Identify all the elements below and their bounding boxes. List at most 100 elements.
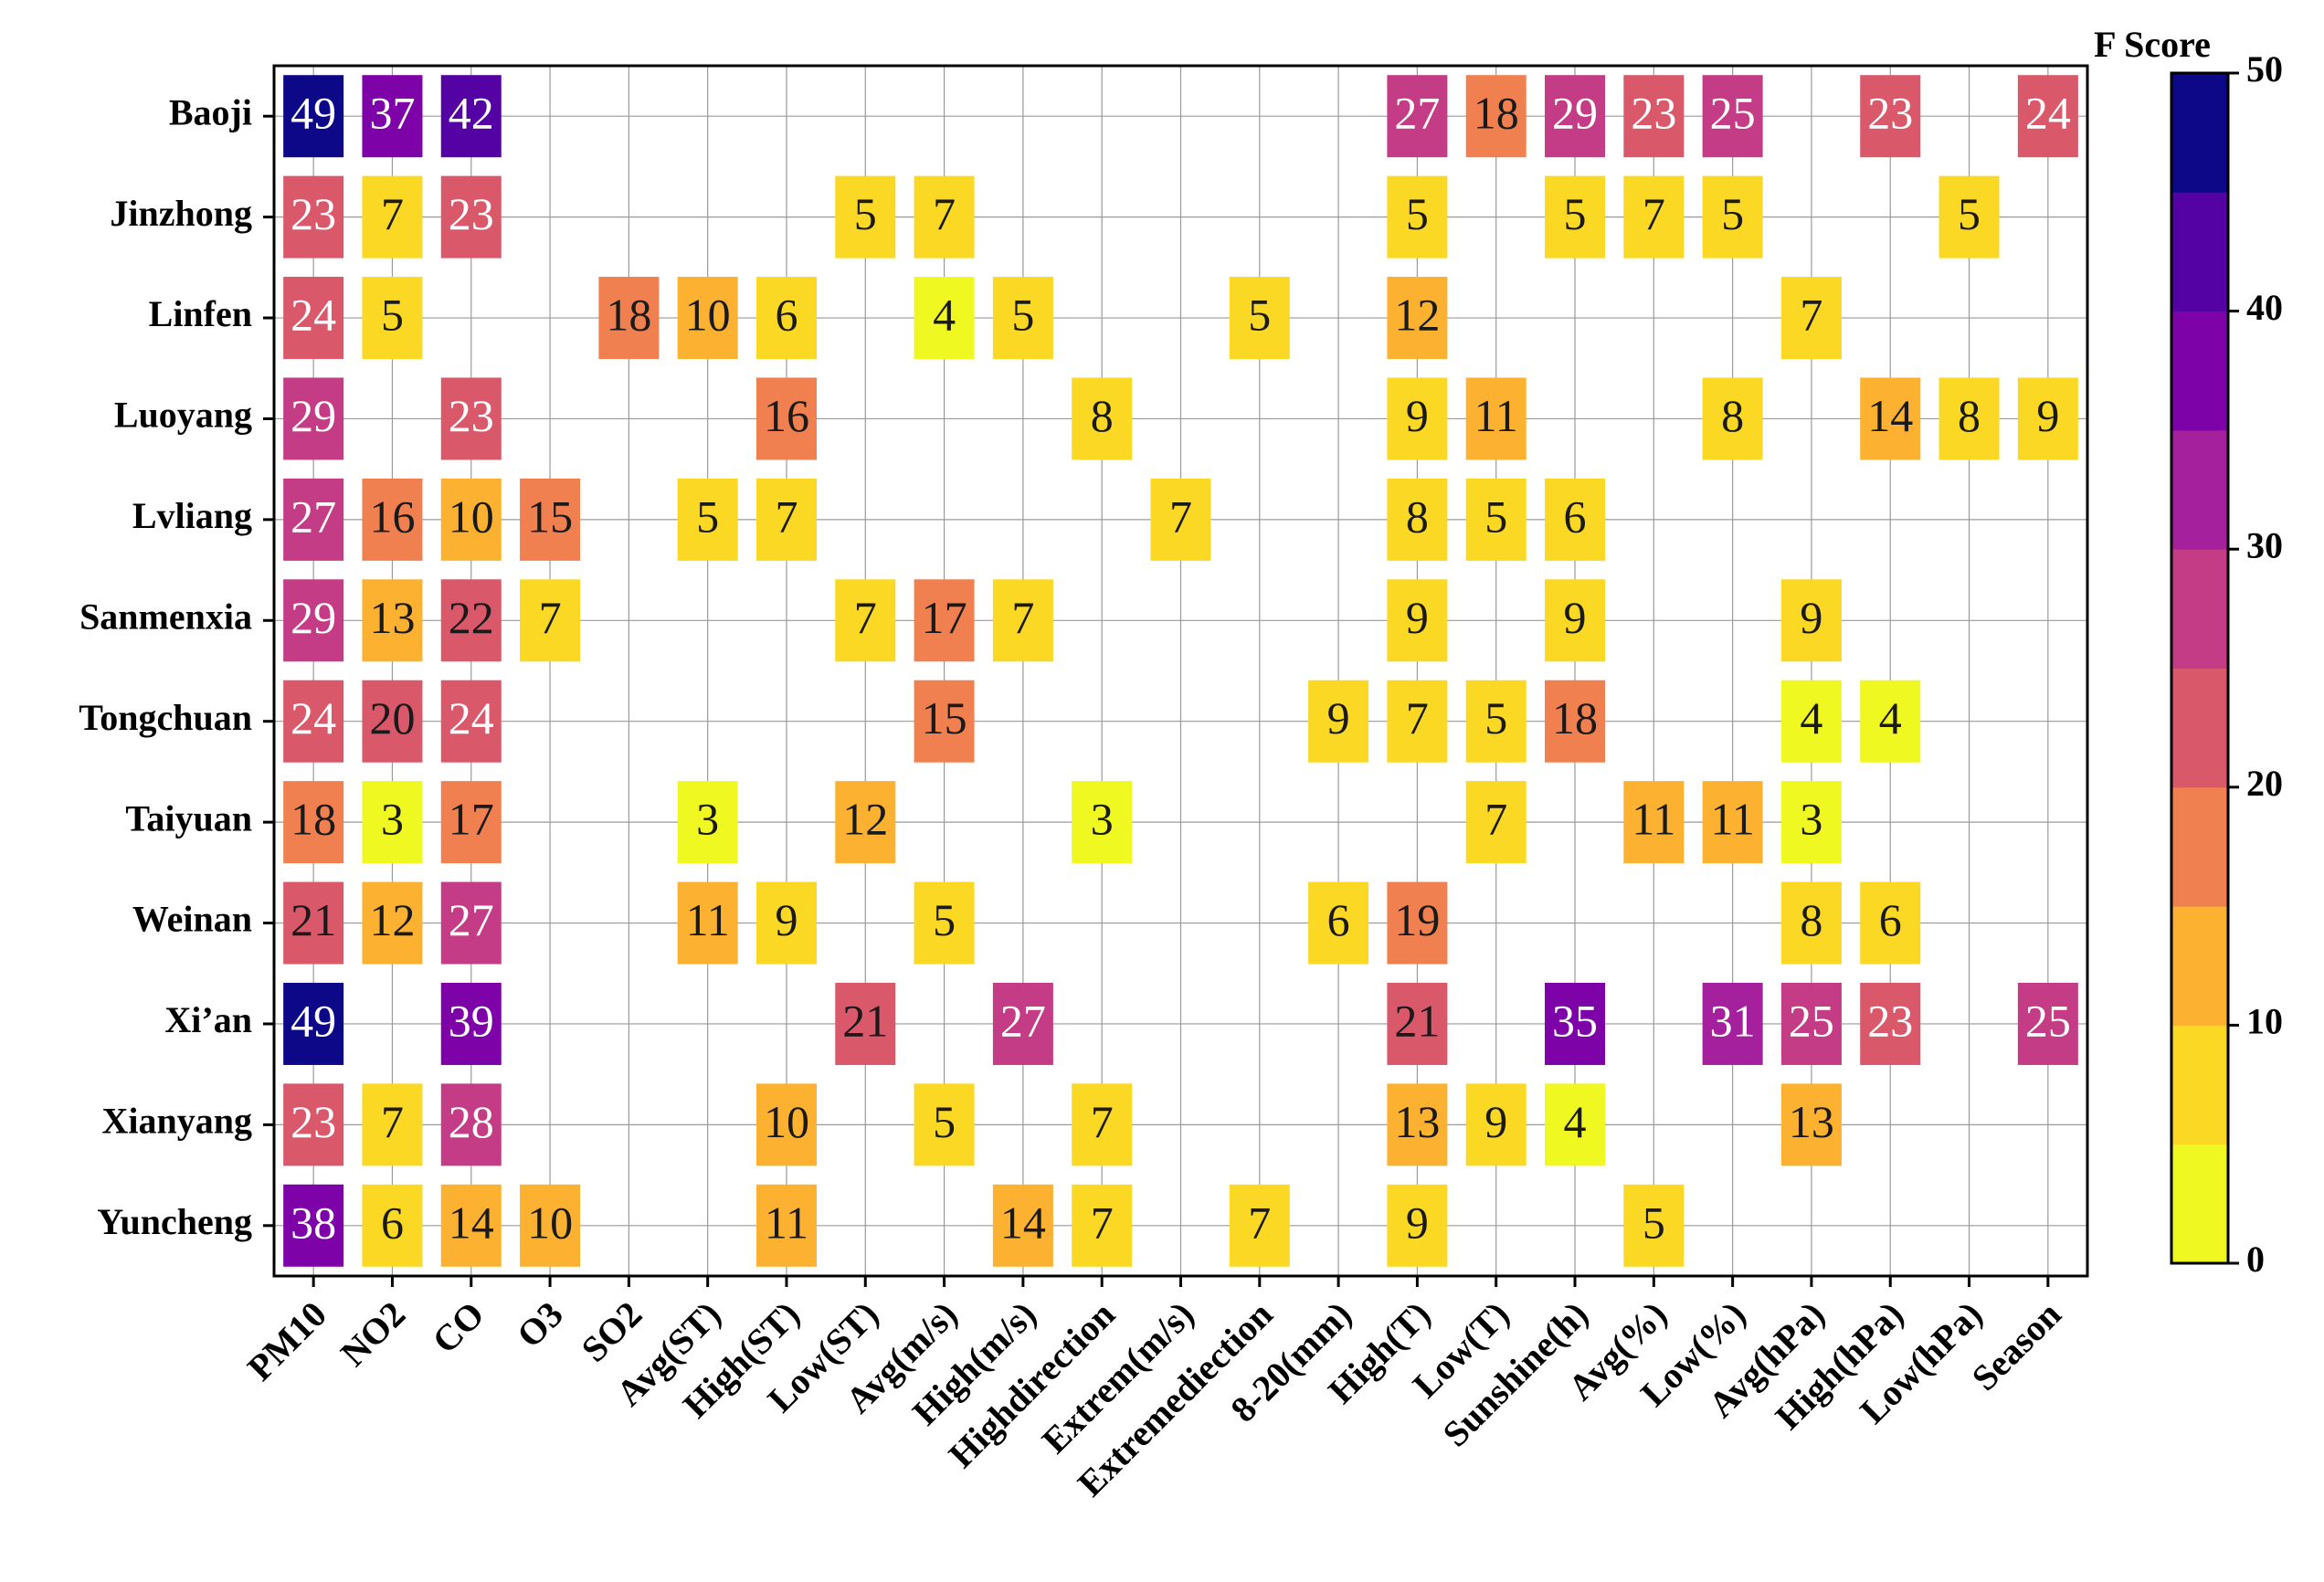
cell-rect <box>1387 1184 1448 1267</box>
cell-tongchuan-sunshine-h: 18 <box>1545 680 1606 763</box>
cell-xianyang-no2: 7 <box>362 1083 423 1166</box>
cell-rect <box>283 377 344 460</box>
cell-rect <box>362 1184 423 1267</box>
cell-rect <box>1545 175 1606 258</box>
cell-baoji-low-t: 18 <box>1465 75 1526 158</box>
cell-rect <box>1545 680 1606 763</box>
cell-value: 24 <box>290 290 336 341</box>
colorbar-bin <box>2171 786 2228 907</box>
colorbar-frame <box>2170 71 2230 1265</box>
row-label-xianyang: Xianyang <box>102 1101 253 1142</box>
cell-value: 17 <box>449 794 494 845</box>
cell-tongchuan-no2: 20 <box>362 680 423 763</box>
cell-yuncheng-extremediection: 7 <box>1229 1184 1290 1267</box>
cell-luoyang-low-t: 11 <box>1465 377 1526 460</box>
cell-rect <box>1072 1083 1133 1166</box>
cell-rect <box>362 1083 423 1166</box>
colorbar-tick-label: 30 <box>2246 524 2283 565</box>
cell-linfen-high-t: 12 <box>1387 277 1448 360</box>
cell-value: 3 <box>1800 794 1822 845</box>
cell-rect <box>1387 982 1448 1065</box>
cell-value: 6 <box>775 290 798 341</box>
cell-value: 5 <box>381 290 404 341</box>
cell-rect <box>1780 781 1842 864</box>
cell-value: 5 <box>1484 692 1507 744</box>
cell-value: 10 <box>685 290 731 341</box>
cell-yuncheng-high-st: 11 <box>755 1184 817 1267</box>
cell-value: 13 <box>1394 1096 1440 1147</box>
cell-rect <box>1702 75 1763 158</box>
cell-rect <box>1860 680 1921 763</box>
cell-value: 21 <box>290 894 336 945</box>
cell-yuncheng-no2: 6 <box>362 1184 423 1267</box>
cell-value: 7 <box>854 592 877 643</box>
cell-value: 4 <box>1564 1096 1587 1147</box>
cell-value: 15 <box>922 692 967 744</box>
cell-linfen-no2: 5 <box>362 277 423 360</box>
cell-xi-an-high-hpa: 23 <box>1860 982 1921 1065</box>
cell-rect <box>1860 881 1921 965</box>
cell-rect <box>440 478 502 561</box>
cell-value: 27 <box>290 490 336 542</box>
cell-xi-an-avg-hpa: 25 <box>1780 982 1842 1065</box>
colorbar-bin <box>2171 1025 2228 1145</box>
cell-sanmenxia-avg-m-s: 17 <box>914 579 975 662</box>
cell-rect <box>835 982 896 1065</box>
cell-value: 8 <box>1406 490 1429 542</box>
cell-value: 9 <box>1406 592 1429 643</box>
cell-value: 7 <box>1169 490 1192 542</box>
cell-value: 10 <box>764 1096 809 1147</box>
cell-jinzhong-low: 5 <box>1702 175 1763 258</box>
cell-baoji-no2: 37 <box>362 75 423 158</box>
cell-rect <box>835 781 896 864</box>
cell-lvliang-sunshine-h: 6 <box>1545 478 1606 561</box>
cell-value: 18 <box>1552 692 1598 744</box>
cell-value: 7 <box>933 188 956 239</box>
cell-rect <box>1702 781 1763 864</box>
cell-rect <box>1938 175 2000 258</box>
cell-value: 29 <box>290 592 336 643</box>
cell-baoji-low: 25 <box>1702 75 1763 158</box>
cell-weinan-high-st: 9 <box>755 881 817 965</box>
cell-value: 10 <box>527 1197 573 1248</box>
cell-value: 16 <box>369 490 415 542</box>
cell-weinan-avg-m-s: 5 <box>914 881 975 965</box>
cell-yuncheng-high-m-s: 14 <box>992 1184 1053 1267</box>
colorbar-tick-label: 40 <box>2246 287 2283 328</box>
cell-luoyang-co: 23 <box>440 377 502 460</box>
cell-value: 7 <box>1091 1096 1114 1147</box>
cell-rect <box>362 478 423 561</box>
cell-rect <box>677 881 738 965</box>
cell-luoyang-high-t: 9 <box>1387 377 1448 460</box>
cell-baoji-co: 42 <box>440 75 502 158</box>
cell-jinzhong-avg-m-s: 7 <box>914 175 975 258</box>
cell-value: 12 <box>369 894 415 945</box>
cell-value: 5 <box>1564 188 1587 239</box>
cell-value: 21 <box>842 995 888 1046</box>
cell-value: 18 <box>1474 88 1519 139</box>
cell-luoyang-highdirection: 8 <box>1072 377 1133 460</box>
cell-xianyang-avg-m-s: 5 <box>914 1083 975 1166</box>
cell-xi-an-low: 31 <box>1702 982 1763 1065</box>
cell-xianyang-high-t: 13 <box>1387 1083 1448 1166</box>
cell-rect <box>992 982 1053 1065</box>
cell-xianyang-avg-hpa: 13 <box>1780 1083 1842 1166</box>
cell-xi-an-pm10: 49 <box>283 982 344 1065</box>
cell-rect <box>2017 982 2078 1065</box>
cell-lvliang-low-t: 5 <box>1465 478 1526 561</box>
cell-rect <box>755 277 817 360</box>
colorbar-bin <box>2171 429 2228 550</box>
cell-yuncheng-co: 14 <box>440 1184 502 1267</box>
cell-taiyuan-low-t: 7 <box>1465 781 1526 864</box>
cell-value: 25 <box>2025 995 2071 1046</box>
cell-luoyang-pm10: 29 <box>283 377 344 460</box>
cell-rect <box>283 75 344 158</box>
cell-luoyang-low: 8 <box>1702 377 1763 460</box>
cell-rect <box>1623 75 1685 158</box>
cell-rect <box>440 75 502 158</box>
cell-value: 28 <box>449 1096 494 1147</box>
cell-rect <box>1860 982 1921 1065</box>
cell-rect <box>440 982 502 1065</box>
cell-value: 24 <box>290 692 336 744</box>
